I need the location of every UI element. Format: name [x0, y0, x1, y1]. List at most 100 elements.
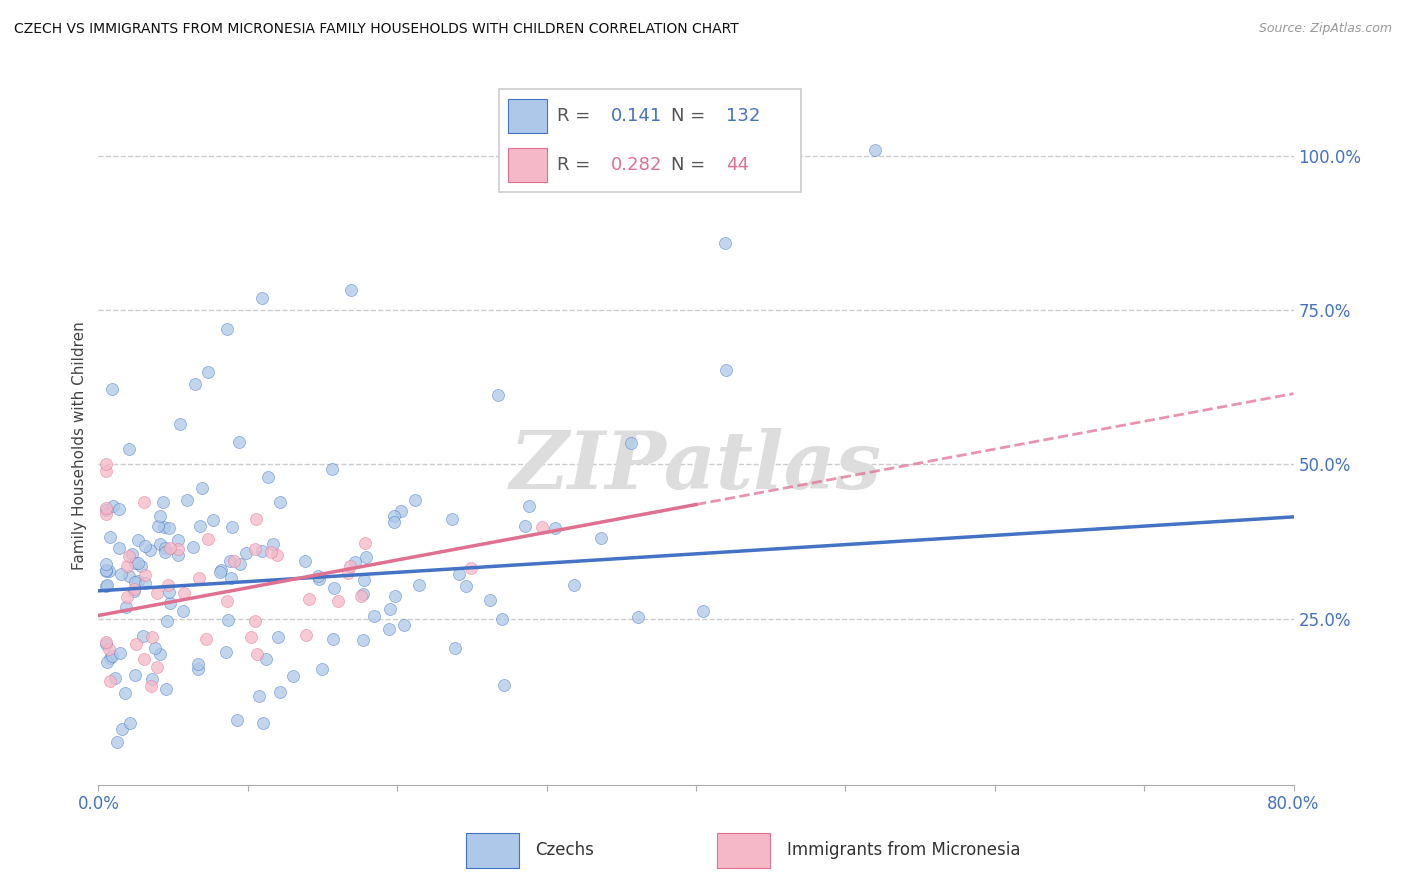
- Point: [149, 509, 172, 524]
- Point: [254, 652, 277, 666]
- Point: [544, 520, 567, 534]
- Point: [215, 322, 238, 336]
- Point: [94, 458, 117, 472]
- Point: [486, 388, 509, 402]
- FancyBboxPatch shape: [499, 89, 801, 192]
- Point: [257, 469, 280, 483]
- Point: [215, 594, 238, 608]
- Point: [173, 586, 195, 600]
- Point: [447, 567, 470, 582]
- Point: [252, 715, 274, 730]
- Point: [104, 671, 127, 685]
- Text: Immigrants from Micronesia: Immigrants from Micronesia: [786, 840, 1019, 859]
- Point: [118, 442, 141, 457]
- Point: [188, 570, 211, 584]
- Point: [176, 492, 198, 507]
- Point: [146, 660, 169, 674]
- Point: [250, 291, 273, 305]
- Point: [124, 668, 146, 682]
- Point: [201, 513, 224, 527]
- Point: [149, 647, 172, 661]
- Point: [111, 723, 134, 737]
- Point: [124, 584, 146, 599]
- Point: [94, 500, 117, 515]
- Point: [197, 532, 219, 546]
- Point: [235, 546, 257, 560]
- Point: [134, 576, 156, 591]
- Point: [157, 585, 180, 599]
- Point: [141, 672, 163, 686]
- Point: [124, 575, 146, 590]
- Point: [195, 632, 218, 646]
- Point: [100, 673, 122, 688]
- Point: [530, 519, 553, 533]
- Text: R =: R =: [557, 155, 596, 174]
- Point: [191, 481, 214, 495]
- Point: [245, 541, 267, 556]
- Point: [219, 554, 242, 568]
- Point: [114, 686, 136, 700]
- Y-axis label: Family Households with Children: Family Households with Children: [72, 322, 87, 570]
- FancyBboxPatch shape: [508, 148, 547, 181]
- Point: [378, 622, 401, 636]
- Point: [298, 591, 321, 606]
- Point: [209, 565, 232, 579]
- Point: [94, 579, 117, 593]
- Point: [156, 615, 179, 629]
- Text: Source: ZipAtlas.com: Source: ZipAtlas.com: [1258, 22, 1392, 36]
- Point: [716, 363, 738, 377]
- Point: [118, 549, 141, 564]
- Point: [100, 651, 122, 665]
- Point: [132, 629, 155, 643]
- Point: [517, 500, 540, 514]
- Point: [101, 499, 124, 513]
- Point: [247, 689, 270, 703]
- Point: [96, 578, 118, 592]
- Point: [323, 581, 346, 595]
- Point: [865, 143, 887, 157]
- Point: [118, 569, 141, 583]
- Point: [132, 495, 155, 509]
- Point: [392, 617, 415, 632]
- Text: ZIPatlas: ZIPatlas: [510, 427, 882, 505]
- Point: [134, 568, 156, 582]
- Point: [363, 608, 385, 623]
- Point: [591, 531, 613, 545]
- Point: [157, 521, 180, 535]
- Point: [155, 681, 177, 696]
- Text: 44: 44: [725, 155, 749, 174]
- Point: [245, 512, 267, 526]
- Text: CZECH VS IMMIGRANTS FROM MICRONESIA FAMILY HOUSEHOLDS WITH CHILDREN CORRELATION : CZECH VS IMMIGRANTS FROM MICRONESIA FAMI…: [14, 22, 738, 37]
- Point: [101, 648, 124, 663]
- Point: [228, 434, 250, 449]
- Point: [94, 464, 117, 478]
- Point: [389, 504, 412, 518]
- Point: [159, 596, 181, 610]
- Point: [127, 533, 149, 547]
- Point: [105, 735, 128, 749]
- Point: [245, 648, 267, 662]
- Point: [146, 519, 169, 533]
- Point: [620, 436, 643, 450]
- Point: [132, 652, 155, 666]
- Point: [181, 540, 204, 554]
- Point: [226, 714, 249, 728]
- Point: [169, 417, 191, 431]
- Point: [188, 519, 211, 533]
- Point: [460, 561, 482, 575]
- Point: [94, 557, 117, 571]
- FancyBboxPatch shape: [508, 99, 547, 133]
- Point: [141, 679, 163, 693]
- Text: N =: N =: [672, 107, 711, 126]
- Point: [224, 554, 246, 568]
- Point: [117, 590, 139, 604]
- Point: [343, 555, 366, 569]
- Point: [295, 628, 318, 642]
- Point: [143, 640, 166, 655]
- Point: [94, 507, 117, 521]
- Text: 0.282: 0.282: [612, 155, 662, 174]
- Point: [219, 571, 242, 585]
- Point: [408, 578, 430, 592]
- Point: [260, 545, 283, 559]
- Point: [294, 554, 316, 568]
